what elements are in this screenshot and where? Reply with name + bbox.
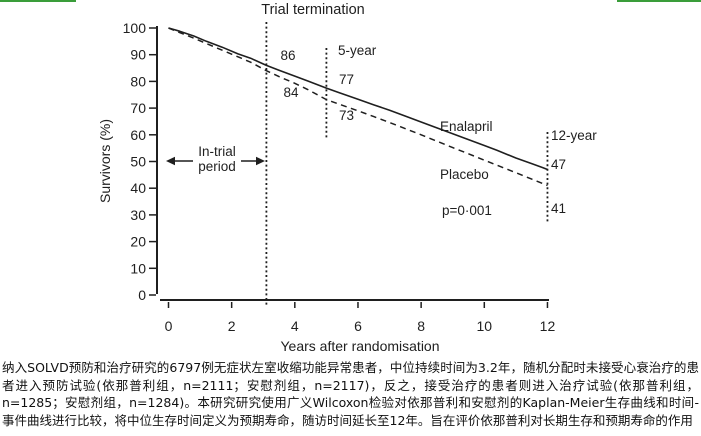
curve-enalapril	[168, 27, 548, 171]
x-axis-ticks: 0 2 4 6 8 10 12	[165, 302, 556, 334]
x-tick-label: 6	[354, 318, 362, 334]
x-tick-label: 8	[417, 318, 425, 334]
placebo-series-label: Placebo	[440, 167, 489, 182]
y-tick-label: 80	[130, 73, 146, 89]
trial-termination-placebo-value: 84	[283, 85, 299, 100]
y-tick-label: 10	[130, 260, 146, 276]
caption: 纳入SOLVD预防和治疗研究的6797例无症状左室收缩功能异常患者，中位持续时间…	[2, 360, 699, 428]
in-trial-label-line2: period	[198, 159, 236, 174]
x-tick-label: 12	[540, 318, 556, 334]
y-tick-label: 70	[130, 100, 146, 116]
y-tick-label: 60	[130, 127, 146, 143]
y-tick-label: 40	[130, 180, 146, 196]
y-tick-label: 50	[130, 154, 146, 170]
trial-termination-enalapril-value: 86	[280, 48, 295, 63]
chart-title: Trial termination	[261, 2, 364, 18]
y-tick-label: 20	[130, 234, 146, 250]
x-axis-label: Years after randomisation	[280, 338, 439, 354]
twelve-year-enalapril-value: 47	[551, 157, 566, 172]
curve-placebo	[168, 27, 548, 187]
p-value-label: p=0·001	[442, 203, 492, 218]
twelve-year-label: 12-year	[551, 128, 597, 143]
x-tick-label: 2	[228, 318, 236, 334]
enalapril-series-label: Enalapril	[440, 119, 493, 134]
in-trial-label-line1: In-trial	[198, 144, 236, 159]
y-tick-label: 30	[130, 207, 146, 223]
y-tick-label: 90	[130, 47, 146, 63]
x-tick-label: 4	[291, 318, 299, 334]
y-axis-ticks: 0 10 20 30 40 50 60 70 80 90 100	[123, 20, 156, 303]
x-tick-label: 10	[477, 318, 493, 334]
survival-curve-chart: Trial termination 0102030405060708090100…	[97, 2, 597, 354]
data-series	[168, 27, 548, 187]
x-tick-label: 0	[165, 318, 173, 334]
in-trial-arrow	[166, 156, 265, 166]
top-right-border-line	[617, 0, 701, 2]
y-tick-label: 100	[123, 20, 147, 36]
y-axis-label: Survivors (%)	[97, 119, 113, 203]
twelve-year-placebo-value: 41	[551, 201, 566, 216]
five-year-enalapril-value: 77	[339, 72, 354, 87]
arrow-left-head-icon	[166, 156, 175, 166]
arrow-right-head-icon	[256, 156, 265, 166]
top-left-border-line	[0, 0, 76, 2]
five-year-label: 5-year	[338, 43, 377, 58]
reference-lines	[265, 22, 549, 307]
y-tick-label: 0	[138, 287, 146, 303]
five-year-placebo-value: 73	[339, 108, 354, 123]
